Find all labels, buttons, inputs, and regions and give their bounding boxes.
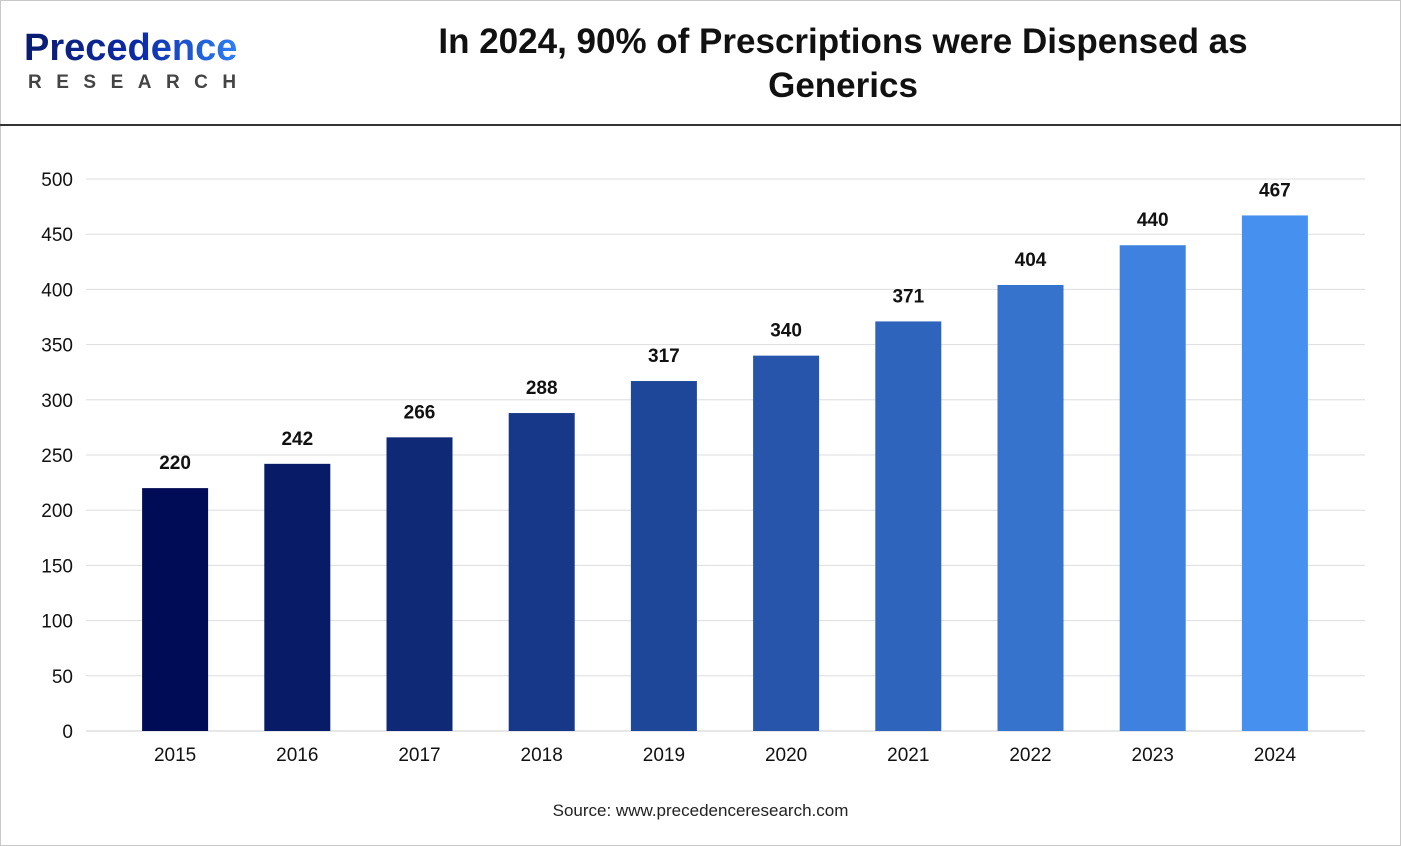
y-tick-label: 150 <box>41 556 73 577</box>
bar-2019 <box>630 381 697 731</box>
data-label: 340 <box>770 321 802 342</box>
x-tick-label: 2022 <box>1009 745 1051 766</box>
data-label: 467 <box>1259 180 1291 201</box>
y-tick-label: 450 <box>41 225 73 246</box>
bar-2022 <box>997 284 1064 731</box>
data-label: 440 <box>1137 210 1169 231</box>
bar-2021 <box>875 321 942 731</box>
bar-2024 <box>1241 215 1308 731</box>
y-tick-label: 250 <box>41 446 73 467</box>
x-tick-label: 2018 <box>521 745 563 766</box>
data-label: 220 <box>159 453 191 474</box>
chart-title: In 2024, 90% of Prescriptions were Dispe… <box>438 22 1248 105</box>
y-tick-label: 50 <box>52 667 73 688</box>
bar-2018 <box>508 413 575 731</box>
x-tick-label: 2017 <box>398 745 440 766</box>
header-divider <box>0 124 1401 126</box>
y-tick-label: 300 <box>41 391 73 412</box>
x-tick-label: 2016 <box>276 745 318 766</box>
logo-wordmark: Precedence <box>24 27 238 69</box>
source-note: Source: www.precedenceresearch.com <box>552 801 849 820</box>
data-label: 404 <box>1015 250 1047 271</box>
data-label: 371 <box>892 286 924 307</box>
data-label: 266 <box>404 402 436 423</box>
x-tick-label: 2015 <box>154 745 196 766</box>
y-tick-label: 200 <box>41 501 73 522</box>
logo-subtitle: RESEARCH <box>28 72 251 93</box>
data-label: 242 <box>281 429 313 450</box>
x-tick-label: 2020 <box>765 745 807 766</box>
x-tick-label: 2024 <box>1254 745 1297 766</box>
y-tick-label: 400 <box>41 280 73 301</box>
y-tick-label: 350 <box>41 336 73 357</box>
x-tick-label: 2021 <box>887 745 929 766</box>
bar-2020 <box>753 355 820 731</box>
bar-2023 <box>1119 245 1186 732</box>
y-tick-label: 500 <box>41 170 73 191</box>
y-tick-label: 100 <box>41 612 73 633</box>
data-label: 317 <box>648 346 680 367</box>
x-tick-label: 2023 <box>1132 745 1174 766</box>
x-tick-label: 2019 <box>643 745 685 766</box>
precedence-research-logo: Precedence RESEARCH <box>24 26 264 96</box>
bar-2016 <box>264 463 331 731</box>
bar-2015 <box>142 488 209 731</box>
bar-2017 <box>386 437 453 731</box>
y-tick-label: 0 <box>62 722 73 743</box>
data-label: 288 <box>526 378 558 399</box>
